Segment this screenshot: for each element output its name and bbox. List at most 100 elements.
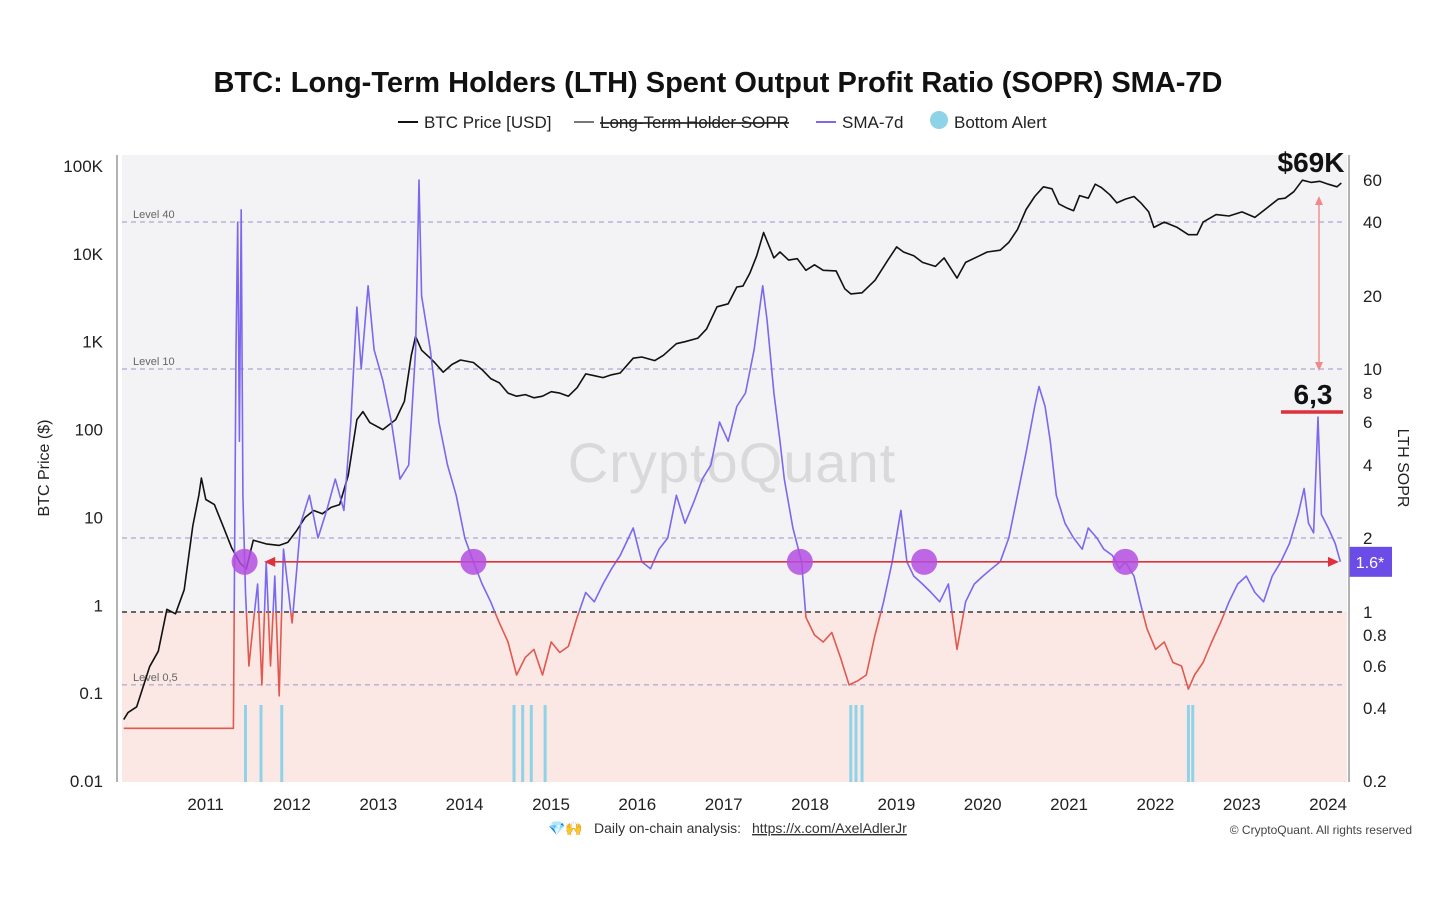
annotation-arrow-head-bottom <box>1315 362 1323 371</box>
x-ticks: 2011 2012 2013 2014 2015 2016 2017 2018 2019 2020… <box>187 795 1347 814</box>
x-tick-2017: 2017 <box>705 795 743 814</box>
left-tick-5: 1 <box>94 596 103 615</box>
bottom-marker-3 <box>911 548 938 575</box>
right-tick-4: 8 <box>1363 384 1372 403</box>
series-sma7d-seg-8 <box>275 611 283 697</box>
right-tick-3: 10 <box>1363 360 1382 379</box>
bottom-alert-bars <box>243 705 1195 782</box>
series-sma7d-seg-2 <box>245 611 256 667</box>
axes <box>116 155 1350 782</box>
legend-label-3: Bottom Alert <box>954 113 1047 132</box>
right-tick-2: 20 <box>1363 287 1382 306</box>
x-tick-2014: 2014 <box>446 795 484 814</box>
right-tick-10: 0.6 <box>1363 657 1387 676</box>
left-tick-2: 1K <box>82 333 103 352</box>
annotation-arrow-head-top <box>1315 196 1323 205</box>
series-lines <box>123 179 1342 730</box>
series-sma7d-seg-18 <box>1141 611 1226 690</box>
chart-title: BTC: Long-Term Holders (LTH) Spent Outpu… <box>213 67 1222 99</box>
right-tick-11: 0.4 <box>1363 699 1387 718</box>
legend-label-0: BTC Price [USD] <box>424 113 552 132</box>
x-tick-2021: 2021 <box>1050 795 1088 814</box>
x-tick-2011: 2011 <box>187 795 224 814</box>
bottom-alert-bar-8 <box>854 705 858 782</box>
x-tick-2012: 2012 <box>273 795 311 814</box>
level-label-1: Level 10 <box>133 356 175 368</box>
below-one-zone <box>122 612 1347 782</box>
x-tick-2020: 2020 <box>964 795 1002 814</box>
bottom-alert-bar-10 <box>1186 705 1190 782</box>
bottom-alert-bar-9 <box>860 705 864 782</box>
x-tick-2023: 2023 <box>1223 795 1261 814</box>
left-tick-0: 100K <box>63 157 103 176</box>
watermark: CryptoQuant <box>568 431 897 494</box>
x-tick-2018: 2018 <box>791 795 829 814</box>
legend-swatch-bottom-alert <box>930 111 948 129</box>
right-tick-12: 0.2 <box>1363 772 1387 791</box>
series-sma7d-seg-4 <box>258 611 266 686</box>
support-line-arrow-left <box>264 556 276 567</box>
left-tick-1: 10K <box>73 245 104 264</box>
bottom-alert-bar-3 <box>512 705 516 782</box>
annotation-sopr-peak: 6,3 <box>1294 379 1333 410</box>
bottom-marker-2 <box>786 548 813 575</box>
footer: 💎🙌 Daily on-chain analysis: https://x.co… <box>548 820 907 836</box>
x-tick-2019: 2019 <box>877 795 915 814</box>
bottom-alert-bar-1 <box>259 705 263 782</box>
bottom-alert-bar-11 <box>1191 705 1195 782</box>
level-label-0: Level 40 <box>133 209 175 221</box>
x-tick-2013: 2013 <box>359 795 397 814</box>
legend-label-1: Long-Term Holder SOPR <box>600 113 789 132</box>
left-tick-3: 100 <box>75 421 103 440</box>
right-tick-9: 0.8 <box>1363 626 1387 645</box>
right-tick-0: 60 <box>1363 171 1382 190</box>
footer-link[interactable]: https://x.com/AxelAdlerJr <box>752 820 907 836</box>
x-tick-2024: 2024 <box>1309 795 1347 814</box>
series-sma7d-seg-3 <box>253 583 260 613</box>
right-tick-1: 40 <box>1363 213 1382 232</box>
footer-emoji: 💎🙌 <box>548 820 583 836</box>
legend-label-2: SMA-7d <box>842 113 903 132</box>
right-tick-7: 2 <box>1363 529 1372 548</box>
legend: BTC Price [USD] Long-Term Holder SOPR SMA-… <box>398 111 1047 132</box>
series-sma7d-seg-0 <box>123 611 235 730</box>
series-sma7d-seg-11 <box>292 179 496 613</box>
series-sma7d-seg-6 <box>267 611 274 667</box>
support-line-arrow-right <box>1327 556 1339 567</box>
value-badge <box>1349 546 1392 577</box>
footer-prefix: Daily on-chain analysis: <box>594 820 741 836</box>
series-sma7d-seg-9 <box>280 548 292 613</box>
right-tick-8: 1 <box>1363 603 1372 622</box>
x-tick-2016: 2016 <box>618 795 656 814</box>
series-sma7d-seg-19 <box>1224 416 1342 613</box>
series-sma7d-seg-15 <box>880 509 953 613</box>
series-sma7d-seg-14 <box>804 611 882 686</box>
bottom-alert-bar-0 <box>243 705 247 782</box>
annotations: $69K 6,3 <box>1278 147 1344 414</box>
x-tick-2022: 2022 <box>1136 795 1174 814</box>
left-axis-title: BTC Price ($) <box>36 420 53 517</box>
series-sma7d-seg-13 <box>578 285 807 613</box>
bottom-alert-bar-2 <box>280 705 284 782</box>
bottom-marker-1 <box>460 548 487 575</box>
value-badge-label: 1.6* <box>1356 555 1384 572</box>
series-sma7d-seg-12 <box>494 611 580 676</box>
bottom-alert-bar-5 <box>529 705 533 782</box>
bottom-marker-4 <box>1112 548 1139 575</box>
bottom-alert-bar-6 <box>543 705 547 782</box>
left-tick-4: 10 <box>84 508 103 527</box>
right-axis-title: LTH SOPR <box>1394 429 1411 508</box>
right-tick-5: 6 <box>1363 413 1372 432</box>
level-label-3: Level 0,5 <box>133 672 178 684</box>
left-tick-7: 0.01 <box>70 772 103 791</box>
right-tick-6: 4 <box>1363 456 1372 475</box>
series-sma7d-seg-7 <box>272 575 277 613</box>
left-tick-6: 0.1 <box>79 684 103 703</box>
bottom-alert-bar-4 <box>521 705 525 782</box>
bottom-marker-0 <box>231 548 258 575</box>
x-tick-2015: 2015 <box>532 795 570 814</box>
level-lines: Level 40 Level 10 Level 0,5 <box>122 209 1343 686</box>
copyright: © CryptoQuant. All rights reserved <box>1230 823 1412 837</box>
series-sma7d-seg-10 <box>290 611 294 624</box>
